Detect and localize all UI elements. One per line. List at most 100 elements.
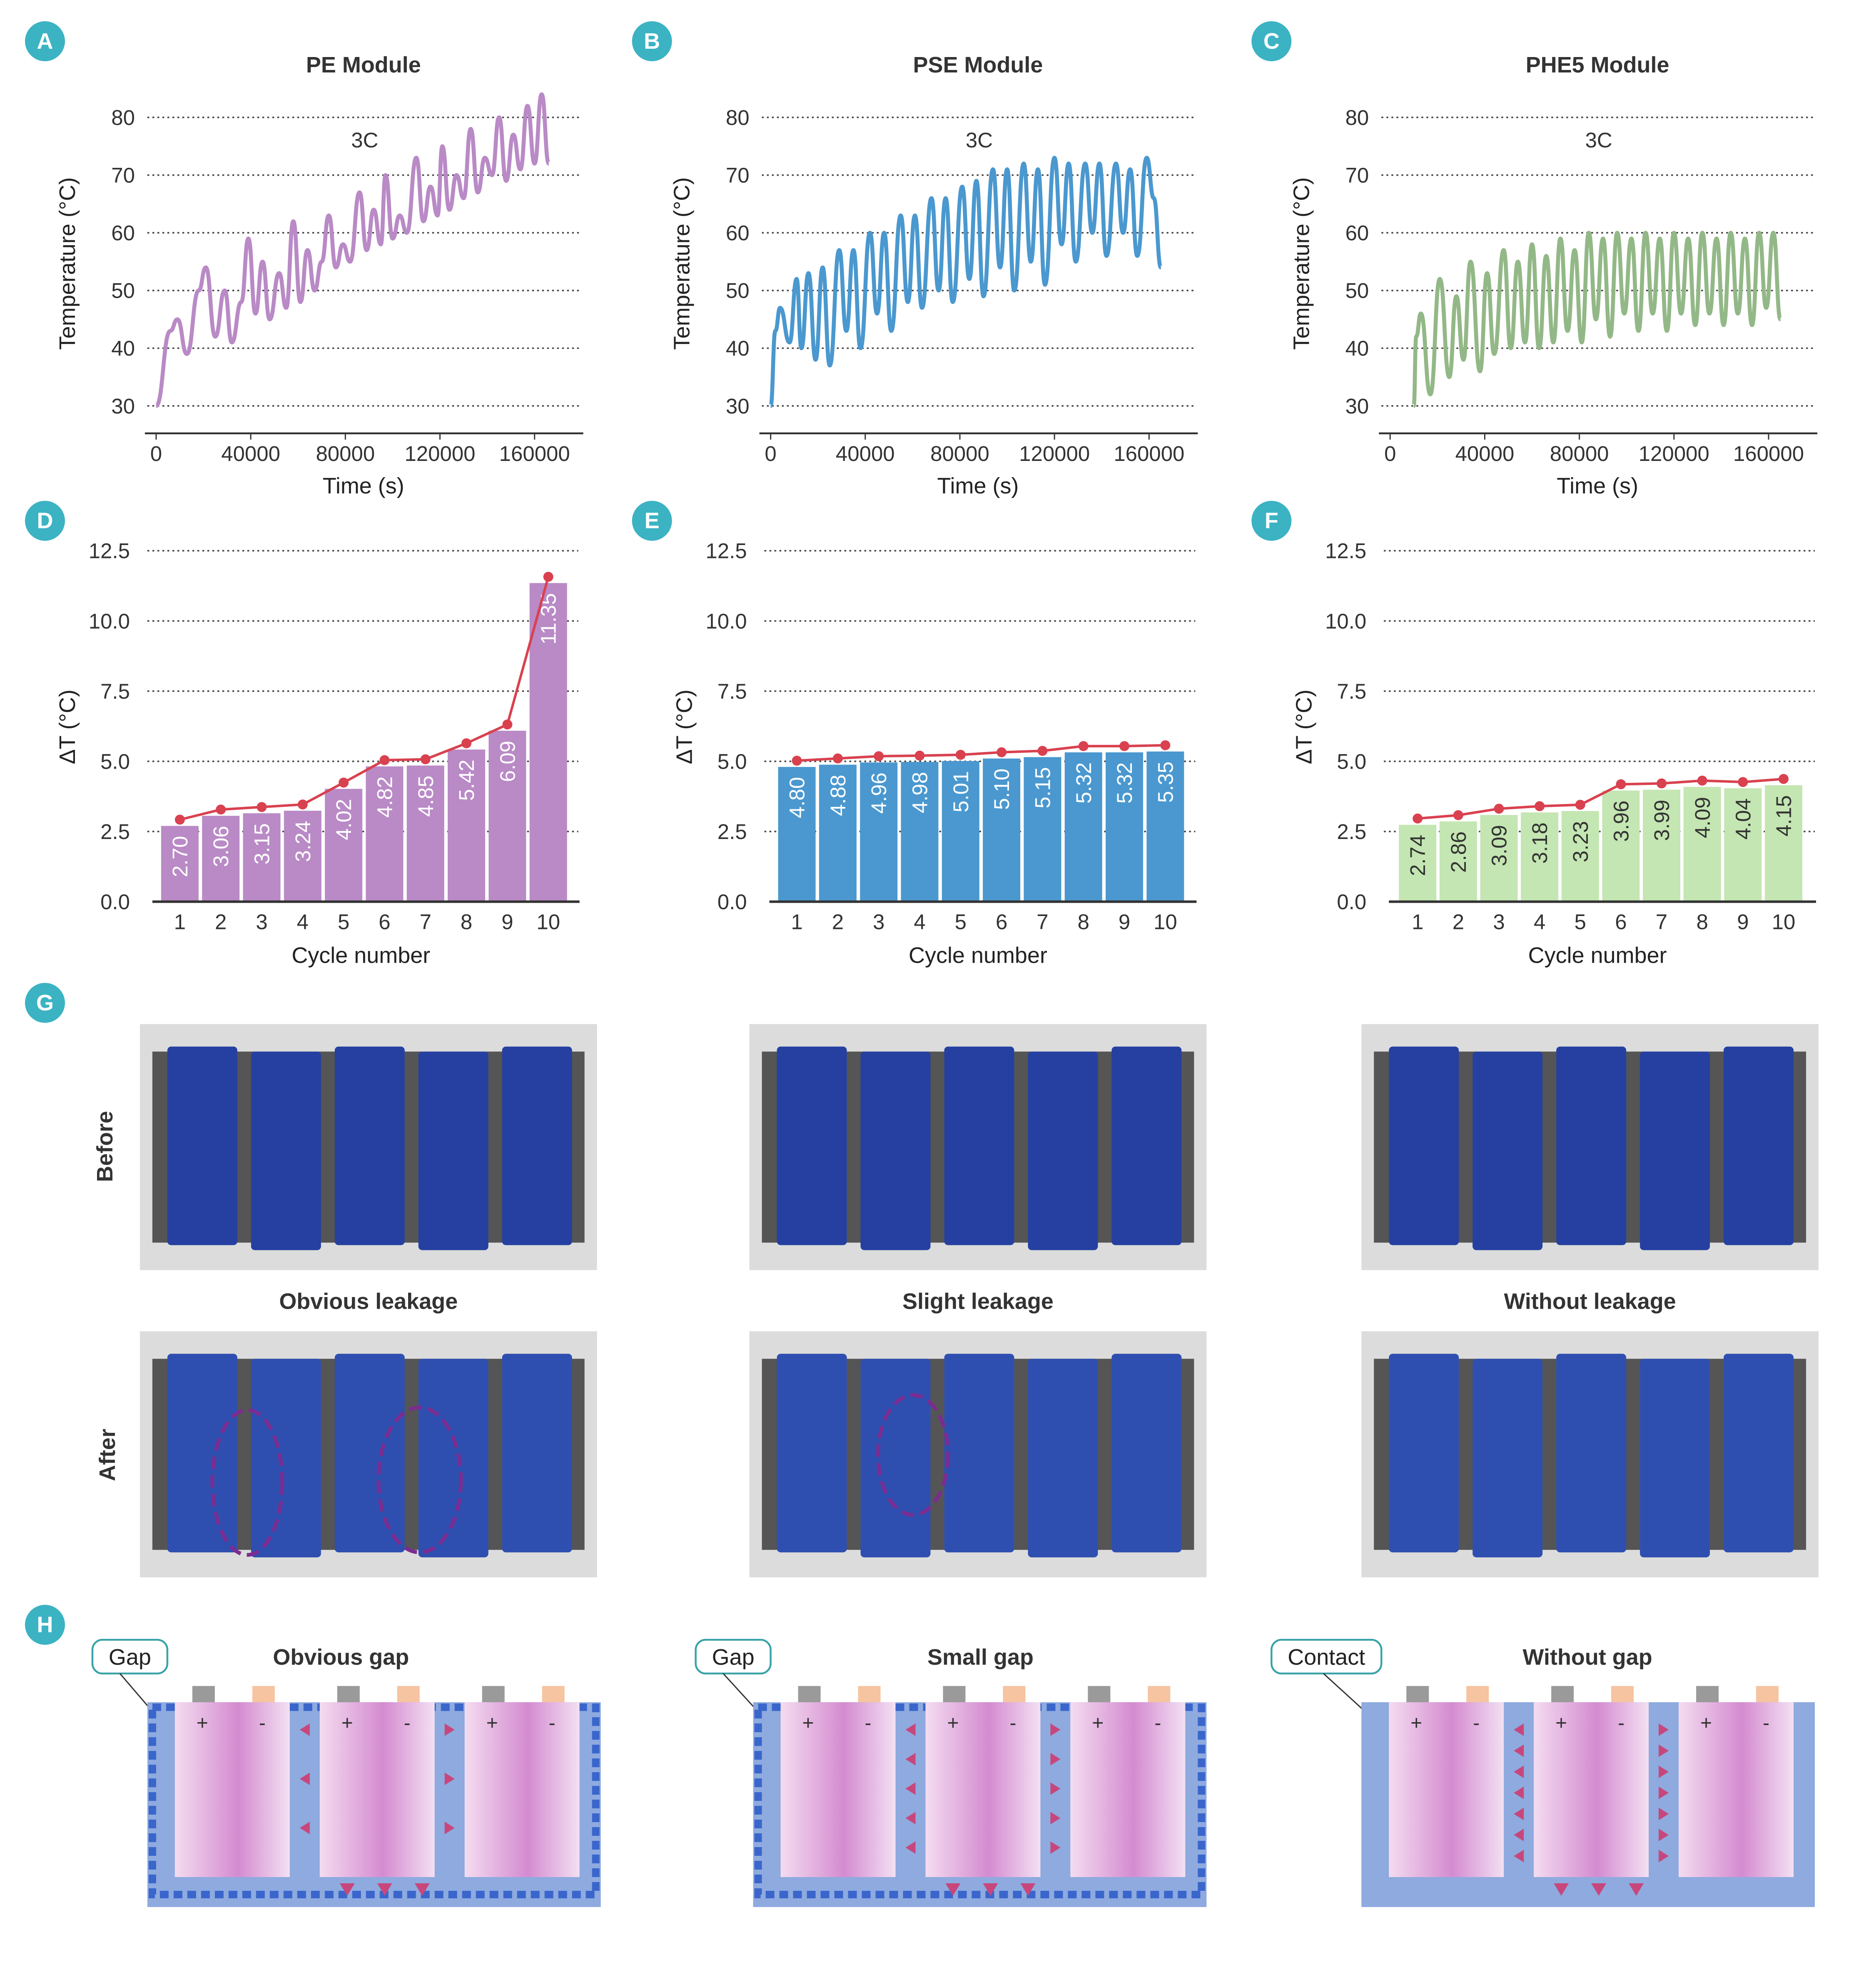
- plus-sign: +: [1410, 1712, 1422, 1734]
- battery-cell: [1724, 1354, 1794, 1553]
- battery-cell: [167, 1046, 237, 1245]
- heat-flow-arrow: [1659, 1828, 1669, 1841]
- positive-tab: [397, 1686, 420, 1703]
- trend-line: [179, 576, 550, 821]
- negative-tab: [1406, 1686, 1429, 1703]
- positive-tab: [1003, 1686, 1026, 1703]
- negative-tab: [1088, 1686, 1111, 1703]
- trend-point: [339, 777, 349, 788]
- battery-cell: [1640, 1051, 1710, 1250]
- y-tick-label: 40: [111, 336, 135, 360]
- bar: [1064, 752, 1102, 902]
- battery-cell: [944, 1354, 1014, 1553]
- plus-sign: +: [802, 1712, 814, 1734]
- module-photo: [749, 1024, 1207, 1270]
- y-axis-label: Temperature (°C): [670, 177, 695, 350]
- bar-value-label: 4.85: [414, 776, 438, 817]
- photos: Before After Obvious leakage Slight leakage…: [92, 1024, 1819, 1578]
- panel-letter: H: [37, 1612, 53, 1637]
- y-tick-label: 30: [1345, 394, 1369, 418]
- bar: [406, 765, 444, 902]
- battery-cell: [1640, 1359, 1710, 1558]
- bar-value-label: 3.96: [1609, 801, 1633, 842]
- module-photo: [749, 1331, 1207, 1578]
- bar-value-label: 3.09: [1487, 825, 1511, 866]
- annotation: 3C: [1585, 128, 1612, 152]
- bar-value-label: 4.04: [1731, 798, 1755, 839]
- module-photo: [1361, 1331, 1819, 1578]
- y-tick-label: 50: [726, 279, 750, 303]
- battery-cell: [777, 1046, 847, 1245]
- leakage-highlight: [376, 1405, 463, 1554]
- y-tick-label: 60: [726, 221, 750, 245]
- battery-cell: [319, 1702, 435, 1877]
- trend-point: [461, 738, 472, 749]
- y-tick-label: 70: [726, 164, 750, 187]
- annotation: 3C: [351, 128, 378, 152]
- x-tick-label: 3: [873, 910, 884, 934]
- y-tick-label: 12.5: [705, 539, 747, 563]
- minus-sign: -: [1154, 1712, 1161, 1734]
- heat-flow-arrow: [1659, 1765, 1669, 1778]
- battery-cell: [418, 1051, 488, 1250]
- bar: [161, 826, 199, 902]
- x-tick-label: 4: [914, 910, 925, 934]
- positive-tab: [1611, 1686, 1634, 1703]
- heat-flow-arrow: [1659, 1723, 1669, 1736]
- x-tick-label: 10: [1772, 910, 1796, 934]
- x-tick-label: 8: [1078, 910, 1089, 934]
- bar-chart: 0.0 2.5 5.0 7.5 10.0 12.5 2.70 1 3.06 2 3.15 3 3.24 4…: [55, 539, 580, 968]
- plus-sign: +: [947, 1712, 959, 1734]
- x-tick-label: 160000: [1733, 442, 1804, 466]
- x-tick-label: 6: [996, 910, 1007, 934]
- line-chart: 30 40 50 60 70 80 0 40000 80000 120000 160000 PSE M…: [670, 52, 1198, 498]
- x-tick-label: 9: [501, 910, 513, 934]
- panel-badges: A B C D E F G H: [25, 21, 1292, 1645]
- heat-flow-arrow: [1514, 1723, 1524, 1736]
- x-axis-label: Time (s): [1557, 473, 1638, 498]
- panel-letter: G: [36, 990, 54, 1015]
- bar-value-label: 4.98: [908, 772, 932, 813]
- temperature-series: [1412, 231, 1783, 408]
- battery-cell: [860, 1051, 931, 1250]
- y-tick-label: 70: [1345, 164, 1369, 187]
- callout-box: [1271, 1638, 1383, 1675]
- bar-value-label: 5.35: [1154, 762, 1177, 803]
- battery-cell: [1111, 1046, 1182, 1245]
- battery-cell: [1556, 1046, 1627, 1245]
- x-axis-label: Cycle number: [909, 943, 1047, 968]
- bar-value-label: 4.15: [1772, 795, 1796, 837]
- heat-flow-arrow: [1659, 1850, 1669, 1862]
- badge-circle: [25, 983, 65, 1023]
- plus-sign: +: [1092, 1712, 1104, 1734]
- battery-cell: [1389, 1046, 1459, 1245]
- battery-cell: [944, 1046, 1014, 1245]
- trend-point: [1078, 741, 1089, 751]
- x-tick-label: 5: [338, 910, 349, 934]
- heat-flow-arrow: [1050, 1723, 1061, 1736]
- y-axis-label: ΔT (°C): [55, 690, 80, 764]
- trend-point: [543, 572, 553, 582]
- battery-cell: [251, 1359, 321, 1558]
- trend-point: [216, 804, 226, 815]
- line-chart: 30 40 50 60 70 80 0 40000 80000 120000 160000 PHE5 …: [1289, 52, 1818, 498]
- x-tick-label: 80000: [930, 442, 989, 466]
- temperature-series: [155, 92, 551, 408]
- bar: [529, 583, 567, 902]
- badge-circle: [632, 21, 672, 61]
- bar: [1765, 785, 1803, 902]
- trend-point: [174, 814, 185, 825]
- bar: [1683, 787, 1721, 902]
- x-tick-label: 10: [1154, 910, 1177, 934]
- x-tick-label: 7: [420, 910, 431, 934]
- heat-flow-arrow: [905, 1841, 916, 1854]
- y-tick-label: 7.5: [1337, 680, 1366, 703]
- leakage-highlight: [210, 1408, 284, 1557]
- badge-circle: [1251, 500, 1292, 541]
- trend-point: [1779, 774, 1789, 784]
- row-label-after: After: [95, 1429, 120, 1481]
- y-tick-label: 2.5: [1337, 820, 1366, 844]
- x-tick-label: 3: [256, 910, 267, 934]
- bar: [819, 764, 857, 902]
- minus-sign: -: [1009, 1712, 1016, 1734]
